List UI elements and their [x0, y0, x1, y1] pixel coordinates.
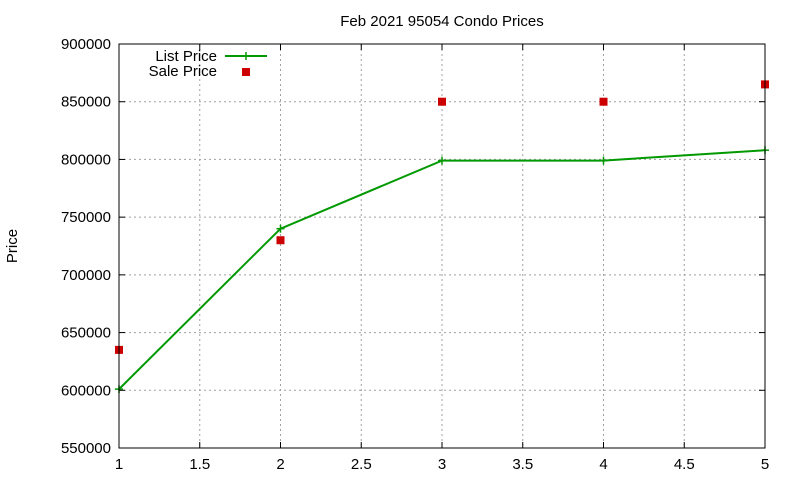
y-tick-label: 800000 — [61, 151, 111, 168]
chart-title: Feb 2021 95054 Condo Prices — [340, 13, 543, 30]
data-point — [276, 236, 285, 245]
x-tick-label: 1.5 — [189, 456, 210, 473]
x-tick-label: 5 — [761, 456, 769, 473]
data-point — [276, 224, 285, 233]
x-tick-label: 1 — [115, 456, 123, 473]
y-tick-label: 750000 — [61, 209, 111, 226]
grid-layer — [119, 44, 765, 448]
series-layer — [115, 80, 769, 394]
data-point — [438, 97, 446, 106]
legend-marker — [242, 68, 250, 76]
data-point — [599, 156, 608, 165]
x-tick-label: 2 — [276, 456, 284, 473]
series-0 — [115, 146, 769, 394]
data-point — [599, 97, 608, 106]
y-tick-label: 600000 — [61, 382, 111, 399]
data-point — [438, 156, 446, 165]
x-tick-label: 3.5 — [512, 456, 533, 473]
y-axis-label: Price — [4, 229, 21, 263]
y-tick-label: 900000 — [61, 36, 111, 53]
y-tick-label: 550000 — [61, 440, 111, 457]
tick-layer: 1 1.5 2 2.5 3 3.5 4 4.5 5 550000 600000 650000 70000… — [61, 36, 769, 473]
x-tick-label: 4.5 — [674, 456, 695, 473]
y-tick-label: 850000 — [61, 94, 111, 111]
y-tick-label: 700000 — [61, 267, 111, 284]
x-tick-label: 3 — [438, 456, 446, 473]
legend-label: List Price — [155, 48, 217, 65]
legend-label: Sale Price — [149, 63, 217, 80]
x-tick-label: 4 — [599, 456, 607, 473]
x-tick-label: 2.5 — [351, 456, 372, 473]
y-tick-label: 650000 — [61, 325, 111, 342]
legend-marker — [242, 52, 250, 60]
